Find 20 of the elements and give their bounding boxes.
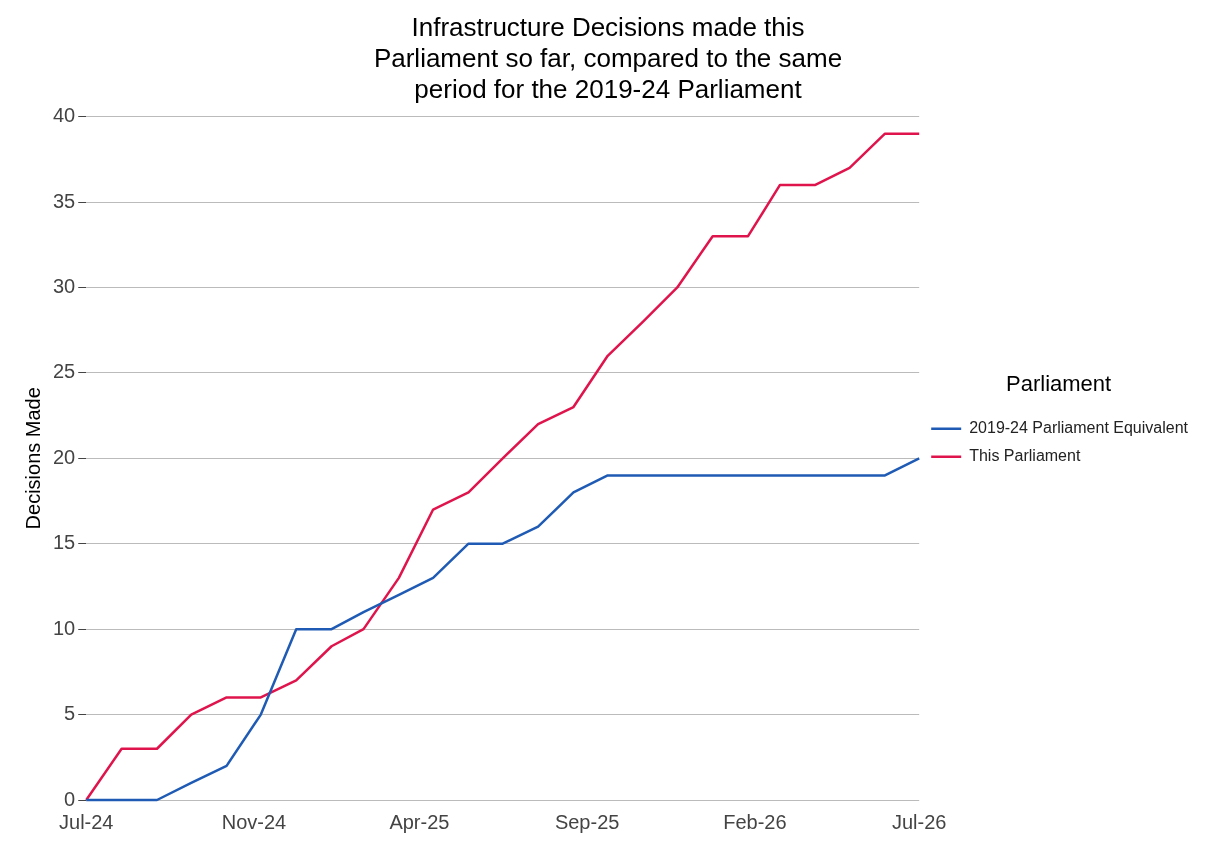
- chart-title: Infrastructure Decisions made this Parliament so far, compared to the same period for the 2019-24 Parliament: [373, 11, 843, 105]
- y-tick-label: 0: [64, 787, 76, 810]
- x-tick-label: Apr-25: [389, 810, 450, 833]
- x-tick-label: Sep-25: [554, 810, 620, 833]
- y-tick-label: 5: [64, 702, 76, 725]
- x-tick-label: Jul-24: [59, 810, 114, 833]
- x-tick-label: Feb-26: [723, 810, 787, 833]
- y-tick-label: 20: [53, 445, 76, 468]
- legend-label: This Parliament: [969, 447, 1081, 465]
- y-tick-label: 35: [53, 189, 76, 212]
- y-tick-label: 25: [53, 360, 76, 383]
- y-tick-label: 15: [53, 531, 76, 554]
- y-tick-label: 10: [53, 616, 76, 639]
- y-axis-title: Decisions Made: [21, 387, 44, 530]
- x-tick-label: Nov-24: [221, 810, 287, 833]
- y-tick-label: 30: [53, 274, 76, 297]
- legend-label: 2019-24 Parliament Equivalent: [969, 419, 1189, 437]
- x-tick-label: Jul-26: [891, 810, 947, 833]
- y-tick-label: 40: [53, 104, 76, 127]
- legend-title: Parliament: [1006, 371, 1112, 397]
